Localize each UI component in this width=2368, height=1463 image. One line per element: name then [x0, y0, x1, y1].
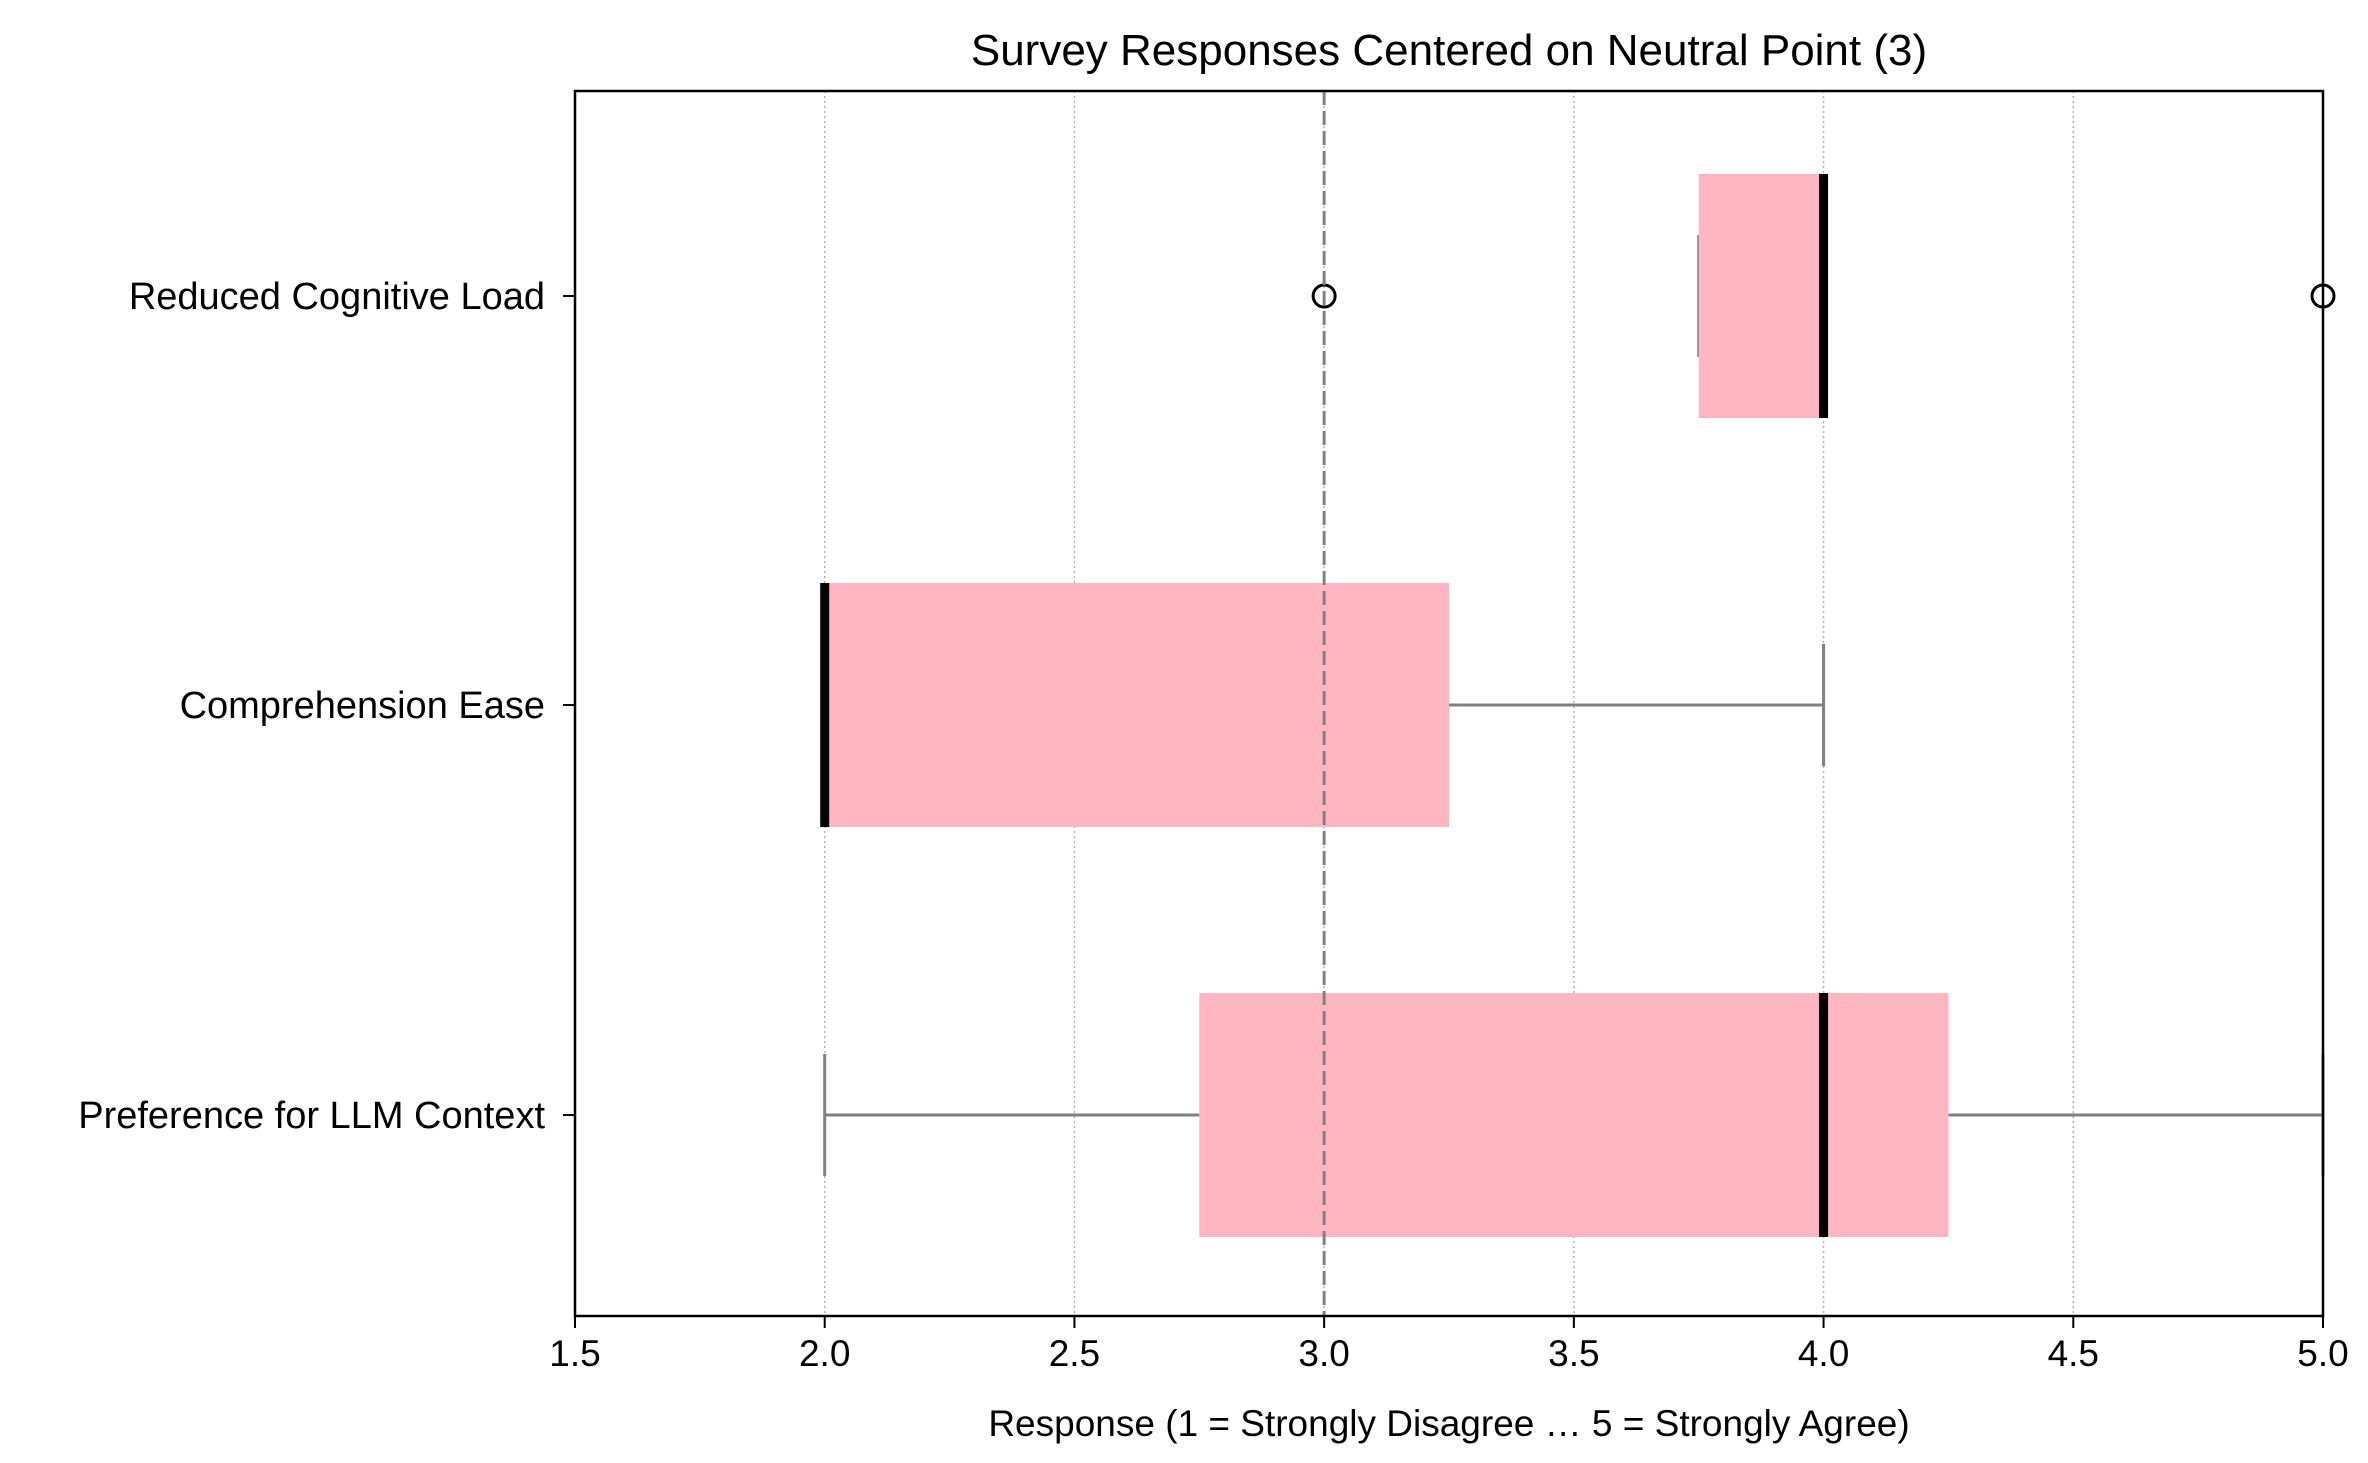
box-group — [820, 583, 1826, 827]
x-tick-label: 3.5 — [1548, 1333, 1599, 1374]
y-tick-label: Reduced Cognitive Load — [129, 276, 545, 318]
box-iqr — [1199, 993, 1949, 1237]
x-tick-label: 5.0 — [2297, 1333, 2348, 1374]
plot-frame — [573, 89, 2325, 1318]
x-tick-label: 2.0 — [799, 1333, 850, 1374]
y-axis-ticks: Reduced Cognitive Load Comprehension Ease… — [78, 276, 575, 1137]
y-tick-label: Preference for LLM Context — [78, 1095, 545, 1137]
x-tick-label: 2.5 — [1049, 1333, 1100, 1374]
box-iqr — [824, 583, 1449, 827]
y-tick-label: Comprehension Ease — [180, 685, 545, 727]
x-axis-label: Response (1 = Strongly Disagree … 5 = St… — [988, 1403, 1909, 1444]
box-group — [1311, 174, 2336, 418]
chart-title: Survey Responses Centered on Neutral Poi… — [971, 26, 1927, 75]
x-tick-label: 1.5 — [549, 1333, 600, 1374]
x-axis-ticks: 1.5 2.0 2.5 3.0 3.5 4.0 4.5 5.0 — [549, 1316, 2349, 1374]
x-tick-label: 4.0 — [1798, 1333, 1849, 1374]
x-tick-label: 4.5 — [2048, 1333, 2099, 1374]
box-iqr — [1698, 174, 1824, 418]
x-tick-label: 3.0 — [1298, 1333, 1349, 1374]
